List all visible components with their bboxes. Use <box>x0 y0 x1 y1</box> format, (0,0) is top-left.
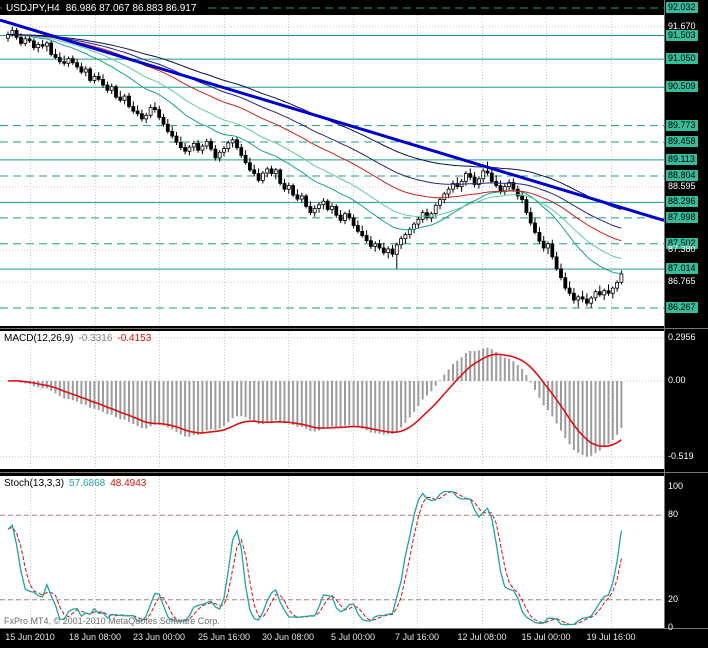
price-scale[interactable] <box>664 0 708 628</box>
moving-average-72 <box>7 33 622 229</box>
ohlc-values: 86.986 87.067 86.883 86.917 <box>65 3 197 14</box>
macd-indicator-label: MACD(12,26,9) -0.3316 -0.4153 <box>4 333 156 344</box>
macd-name: MACD(12,26,9) <box>4 333 74 344</box>
time-scale[interactable] <box>0 628 708 648</box>
stoch-value-signal: 48.4943 <box>110 478 147 489</box>
candlestick-series <box>6 26 624 308</box>
stochastic-indicator-label: Stoch(13,3,3) 57.6868 48.4943 <box>4 478 151 489</box>
moving-average-34 <box>7 33 622 259</box>
stoch-name: Stoch(13,3,3) <box>4 478 65 489</box>
stoch-value-main: 57.6868 <box>69 478 106 489</box>
macd-series <box>0 337 664 458</box>
moving-average-55 <box>7 33 622 242</box>
chart-title: USDJPY,H4 86.986 87.067 86.883 86.917 <box>2 2 207 15</box>
copyright-text: FxPro MT4, © 2001-2010 MetaQuotes Softwa… <box>4 616 220 626</box>
trendline[interactable] <box>0 18 665 222</box>
stochastic-series <box>0 490 664 626</box>
macd-value-signal: -0.4153 <box>117 333 152 344</box>
macd-value-main: -0.3316 <box>78 333 113 344</box>
symbol-timeframe-label: USDJPY,H4 <box>6 3 60 14</box>
